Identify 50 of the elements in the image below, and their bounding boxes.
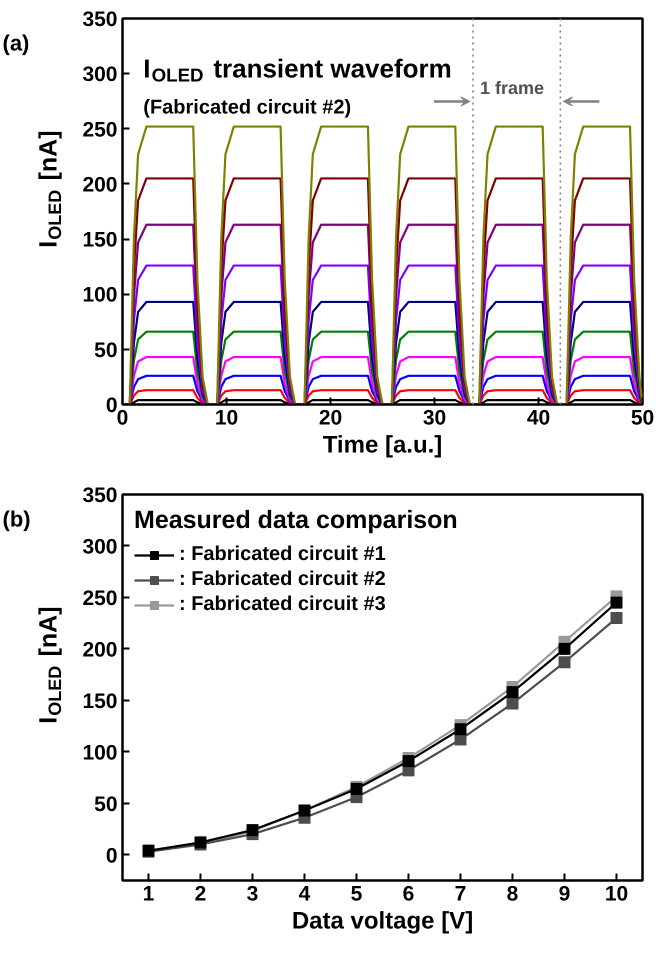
annotation: 1 frame: [480, 78, 544, 98]
y-tick-label: 350: [82, 8, 118, 31]
y-tick-label: 250: [82, 118, 118, 142]
point: [454, 723, 466, 736]
y-tick-label: 50: [94, 792, 118, 816]
y-tick-label: 50: [94, 338, 118, 362]
x-tick-label: 7: [454, 882, 466, 906]
y-tick-label: 250: [82, 586, 118, 610]
legend-title: Measured data comparison: [134, 506, 458, 535]
x-tick-label: 10: [214, 406, 238, 430]
x-axis-title: Time [a.u.]: [322, 432, 442, 458]
y-tick-label: 200: [82, 638, 118, 662]
point: [610, 612, 622, 624]
x-axis-title: Data voltage [V]: [292, 908, 474, 934]
x-tick-label: 50: [630, 406, 654, 430]
point: [558, 642, 570, 655]
x-tick-label: 30: [422, 406, 446, 430]
y-tick-label: 0: [106, 844, 118, 868]
point: [506, 697, 518, 710]
y-tick-label: 150: [82, 690, 118, 713]
text: (a): [2, 30, 30, 56]
x-tick-label: 2: [194, 882, 206, 906]
y-axis-title: IOLED [nA]: [34, 130, 65, 248]
y-tick-label: 300: [82, 535, 118, 558]
x-tick-label: 8: [506, 882, 519, 906]
x-tick-label: 20: [318, 406, 342, 430]
x-tick-label: 3: [246, 882, 258, 906]
legend-label: : Fabricated circuit #3: [179, 593, 386, 616]
x-tick-label: 10: [604, 882, 628, 906]
text: (b): [2, 506, 31, 532]
y-tick-label: 100: [82, 284, 118, 307]
y-tick-label: 100: [82, 741, 118, 764]
x-tick-label: 4: [298, 882, 311, 906]
point: [506, 686, 518, 698]
point: [558, 656, 570, 668]
annotation: (Fabricated circuit #2): [143, 96, 352, 118]
x-tick-label: 5: [350, 882, 363, 906]
y-tick-label: 350: [82, 484, 118, 507]
x-tick-label: 9: [558, 882, 570, 906]
point: [610, 596, 622, 609]
legend-label: : Fabricated circuit #1: [179, 543, 386, 566]
y-axis-title: IOLED [nA]: [34, 606, 65, 724]
x-tick-label: 40: [526, 406, 550, 430]
y-tick-label: 150: [82, 228, 118, 252]
x-tick-label: 6: [402, 882, 414, 906]
y-tick-label: 300: [82, 63, 118, 86]
x-tick-label: 1: [142, 882, 155, 906]
y-tick-label: 200: [82, 173, 118, 196]
legend-label: : Fabricated circuit #2: [179, 568, 386, 591]
point: [402, 755, 414, 768]
